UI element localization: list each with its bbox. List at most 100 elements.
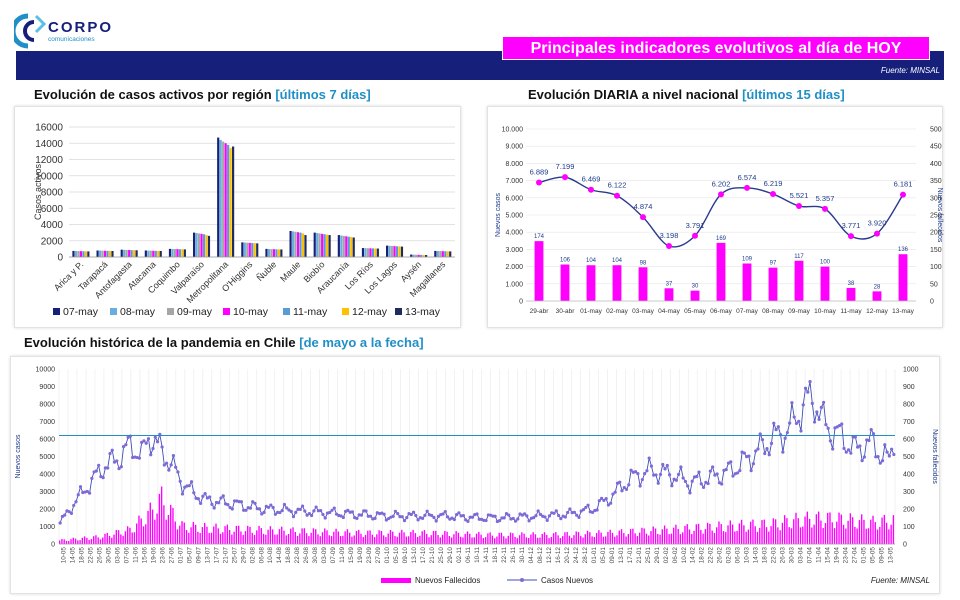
death-bar (215, 523, 217, 544)
cases-point (464, 518, 468, 522)
historical-chart: 0100020003000400050006000700080009000100… (15, 367, 938, 586)
cases-point (658, 472, 663, 477)
death-bar (305, 533, 308, 544)
cases-point (502, 516, 506, 520)
x-tick-label: 01-01 (591, 547, 598, 564)
cases-point (434, 519, 438, 523)
death-bar (820, 266, 830, 301)
cases-point (432, 515, 436, 520)
bar (82, 251, 85, 257)
death-bar (616, 535, 618, 544)
death-bar (387, 533, 389, 544)
bar (301, 233, 305, 257)
death-bar (854, 526, 856, 544)
bar (96, 250, 99, 257)
death-bar (149, 502, 151, 544)
x-tick-label: 16-12 (555, 547, 562, 564)
left-chart-title: Evolución de casos activos por región [ú… (34, 87, 371, 102)
cases-point (878, 461, 882, 465)
death-bar (890, 524, 892, 544)
cases-point (167, 468, 171, 472)
death-bar (63, 539, 65, 544)
cases-point (425, 509, 429, 513)
bar (439, 251, 442, 257)
death-bar (586, 265, 596, 301)
cases-point (609, 501, 613, 505)
cases-point (871, 432, 876, 436)
x-tick-label: 21-10 (429, 547, 436, 564)
death-bar (586, 530, 589, 544)
y2-axis-label: Nuevos fallecidos (936, 188, 943, 243)
death-bar (874, 522, 876, 544)
y-tick-label: 9.000 (505, 144, 523, 151)
cases-point (595, 508, 599, 512)
cases-point (239, 500, 243, 504)
death-bar (505, 538, 507, 544)
cases-point (269, 503, 273, 507)
death-bar (405, 536, 407, 544)
x-tick-label: 09-05 (879, 547, 886, 564)
cases-point (282, 502, 287, 507)
x-tick-label: 10-05 (60, 547, 67, 564)
cases-point (201, 494, 205, 498)
cases-point (629, 468, 633, 472)
death-bar (718, 521, 720, 544)
cases-point (774, 428, 778, 432)
cases-point (312, 509, 316, 513)
bar (340, 235, 343, 257)
x-tick-label: 25-10 (438, 547, 445, 564)
death-bar (684, 525, 686, 544)
cases-point (287, 508, 291, 512)
death-bar (321, 532, 324, 544)
legend-label: 08-may (120, 306, 156, 318)
cases-point (160, 445, 164, 449)
death-bar (602, 536, 605, 544)
cases-point (362, 509, 366, 513)
legend-swatch (167, 308, 174, 315)
x-tick-label: 27-06 (168, 547, 175, 564)
cases-point (822, 400, 826, 405)
cases-point (554, 509, 558, 513)
death-bar (120, 534, 122, 544)
death-bar (251, 532, 253, 544)
death-bar (450, 537, 453, 544)
y-tick-label: 10000 (35, 171, 63, 182)
death-bar (210, 532, 213, 544)
death-bar (419, 535, 421, 544)
cases-point (785, 430, 789, 435)
bottom-chart-title-accent: [de mayo a la fecha] (299, 335, 424, 350)
death-bar (752, 519, 754, 544)
bar (326, 234, 329, 257)
bar (417, 254, 420, 257)
death-bar (403, 532, 405, 544)
death-bar (793, 519, 795, 544)
x-tick-label: 18-05 (78, 547, 85, 564)
cases-point (169, 463, 173, 467)
death-bar (335, 528, 337, 544)
cases-point (285, 506, 289, 510)
death-bar (675, 524, 677, 544)
death-bar (736, 530, 738, 544)
death-bar (344, 531, 346, 544)
y-tick-label: 10000 (36, 367, 56, 374)
bar (87, 251, 90, 257)
cases-point (618, 480, 622, 484)
death-bar (364, 535, 367, 544)
cases-point (452, 517, 456, 522)
death-bar (740, 519, 743, 544)
death-bar (206, 526, 208, 544)
cases-point (867, 438, 871, 443)
cases-point (339, 514, 343, 518)
cases-point (738, 468, 742, 473)
death-bar (577, 532, 580, 544)
cases-point (640, 477, 644, 482)
legend-swatch (110, 308, 117, 315)
cases-point (566, 510, 570, 515)
bar (352, 237, 355, 257)
cases-point (666, 242, 672, 249)
death-bar (756, 531, 759, 544)
cases-point (690, 479, 694, 483)
death-bar (686, 524, 688, 544)
x-tick-label: 20-12 (564, 547, 571, 564)
